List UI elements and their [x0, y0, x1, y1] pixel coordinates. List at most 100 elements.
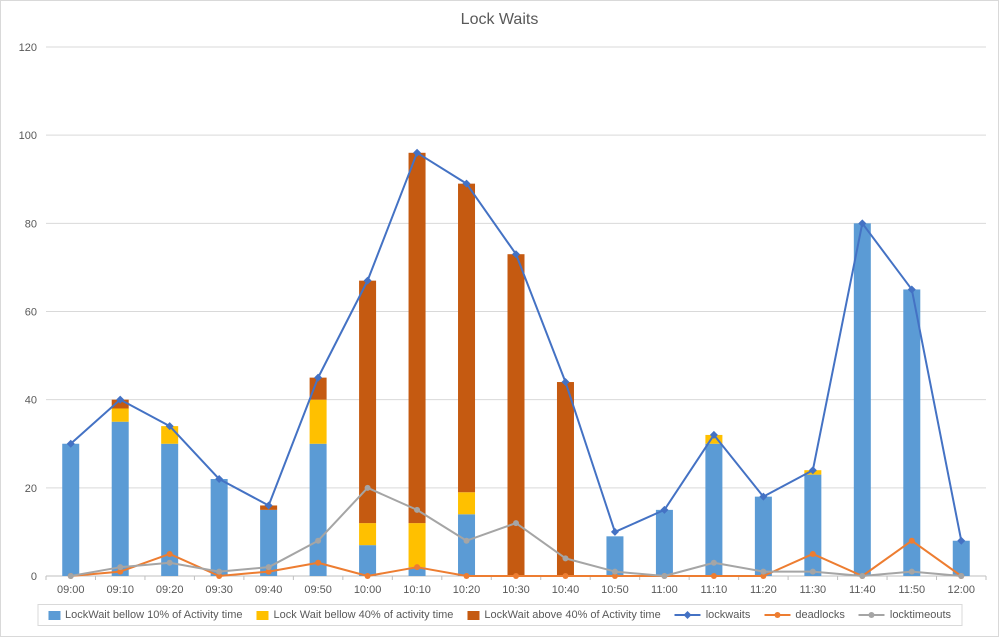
legend-item-lockwaits[interactable]: lockwaits [674, 609, 751, 621]
bar-segment [952, 540, 970, 576]
legend-label: deadlocks [795, 609, 845, 621]
deadlocks-marker [364, 573, 371, 579]
bar-segment [309, 443, 327, 576]
bar-segment [408, 567, 426, 576]
y-tick-label: 100 [19, 130, 37, 142]
bar-segment [359, 280, 377, 524]
y-tick-label: 0 [31, 571, 37, 583]
deadlocks-marker [562, 573, 569, 579]
legend-label: LockWait bellow 10% of Activity time [64, 609, 243, 621]
lockwaits-marker [759, 492, 768, 501]
legend-swatch [467, 610, 480, 620]
deadlocks-marker [463, 573, 470, 579]
bar-segment [161, 443, 179, 576]
deadlocks-marker [809, 550, 816, 557]
x-tick-label: 11:10 [701, 584, 728, 596]
locktimeouts-marker [958, 573, 965, 579]
bar-segment [111, 408, 129, 422]
deadlocks-marker [414, 564, 421, 571]
deadlocks-marker [166, 550, 173, 557]
locktimeouts-marker [414, 506, 421, 513]
legend-item-deadlocks[interactable]: deadlocks [764, 609, 845, 621]
deadlocks-marker [710, 573, 717, 579]
bar-segment [210, 479, 228, 576]
x-tick-label: 11:30 [799, 584, 826, 596]
lockwaits-marker [462, 179, 471, 188]
locktimeouts-marker [859, 573, 866, 579]
deadlocks-marker [760, 573, 767, 579]
bar-segment [556, 382, 574, 576]
locktimeouts-marker [809, 568, 816, 575]
legend-marker [774, 612, 781, 618]
legend-line-swatch [858, 612, 885, 618]
bar-segment [903, 289, 921, 576]
locktimeouts-marker [710, 559, 717, 566]
x-tick-label: 10:50 [601, 584, 629, 596]
locktimeouts-marker [166, 559, 173, 566]
locktimeouts-marker [611, 568, 618, 575]
legend-line-swatch [674, 611, 701, 619]
x-tick-label: 11:50 [898, 584, 925, 596]
legend-item-lockwait-above-40-of-activity-time[interactable]: LockWait above 40% of Activity time [467, 609, 661, 621]
legend-swatch [256, 610, 269, 620]
lockwaits-marker [610, 527, 619, 536]
bar-segment [458, 514, 476, 576]
lockwaits-marker [907, 285, 916, 294]
legend-marker [868, 612, 875, 618]
x-tick-label: 11:40 [849, 584, 876, 596]
bar-segment [655, 509, 673, 576]
locktimeouts-marker [216, 568, 223, 575]
bar-segment [260, 509, 278, 576]
bar-segment [606, 536, 624, 576]
legend-label: lockwaits [705, 609, 751, 621]
legend-marker [683, 611, 692, 619]
locktimeouts-marker [315, 537, 322, 544]
y-tick-label: 40 [25, 395, 37, 407]
legend: LockWait bellow 10% of Activity time Lock… [36, 604, 963, 626]
locktimeouts-marker [661, 573, 668, 579]
legend-item-lock-wait-bellow-40-of-activity-time[interactable]: Lock Wait bellow 40% of activity time [256, 609, 453, 621]
lockwaits-marker [116, 395, 125, 404]
deadlocks-marker [513, 573, 519, 579]
bar-segment [408, 152, 426, 524]
x-tick-label: 10:30 [502, 584, 530, 596]
locktimeouts-marker [562, 555, 569, 562]
bar-segment [853, 223, 871, 577]
x-tick-label: 11:00 [651, 584, 678, 596]
lockwaits-marker [561, 378, 570, 387]
y-tick-label: 80 [25, 218, 37, 230]
deadlocks-marker [611, 573, 618, 579]
chart-title: Lock Waits [460, 11, 539, 28]
deadlocks-marker [216, 573, 223, 579]
deadlocks-marker [265, 568, 272, 575]
bar-segment [458, 492, 476, 515]
lockwaits-marker [709, 430, 718, 439]
bar-segment [705, 434, 723, 444]
x-tick-label: 09:30 [205, 584, 233, 596]
legend-item-lockwait-bellow-10-of-activity-time[interactable]: LockWait bellow 10% of Activity time [47, 609, 243, 621]
legend-item-locktimeouts[interactable]: locktimeouts [858, 609, 951, 621]
bar-segment [309, 377, 327, 400]
bar-segment [408, 523, 426, 568]
legend-swatch [47, 610, 60, 620]
lockwaits-marker [413, 148, 422, 157]
bar-segment [804, 474, 822, 576]
y-tick-label: 60 [25, 307, 37, 319]
lockwaits-marker [512, 250, 520, 259]
x-tick-label: 12:00 [947, 584, 975, 596]
deadlocks-marker [315, 559, 322, 566]
bar-segment [359, 545, 377, 576]
bar-segment [754, 496, 772, 576]
locktimeouts-marker [67, 573, 74, 579]
x-tick-label: 09:00 [57, 584, 85, 596]
lockwaits-marker [165, 422, 174, 431]
locktimeouts-marker [463, 537, 470, 544]
bar-segment [309, 399, 327, 444]
locktimeouts-marker [513, 520, 519, 527]
y-tick-label: 20 [25, 483, 37, 495]
legend-line-swatch [764, 612, 791, 618]
legend-label: LockWait above 40% of Activity time [484, 609, 661, 621]
bar-segment [507, 254, 525, 577]
lockwaits-marker [858, 219, 867, 228]
